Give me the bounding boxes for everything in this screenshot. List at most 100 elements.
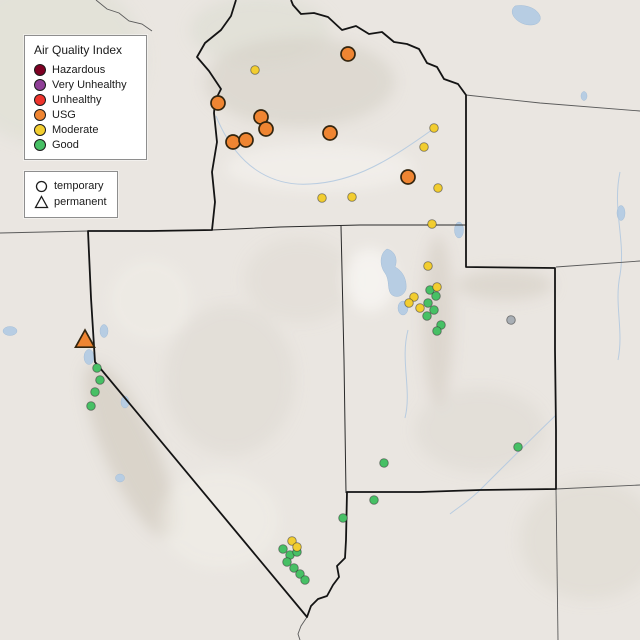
- border-idaho-south: [211, 224, 466, 231]
- lake-great-salt-lake: [380, 248, 407, 297]
- rivers: [215, 115, 623, 515]
- station-marker-usg[interactable]: [322, 125, 338, 141]
- aqi-legend-title: Air Quality Index: [34, 43, 123, 57]
- lake-bear-lake: [454, 221, 464, 239]
- aqi-swatch-icon: [34, 93, 46, 106]
- station-marker-good[interactable]: [369, 495, 379, 505]
- station-marker-moderate[interactable]: [419, 142, 429, 152]
- station-marker-good[interactable]: [289, 563, 299, 573]
- station-marker-good[interactable]: [432, 326, 442, 336]
- lake-left-edge: [2, 326, 18, 336]
- lake-flaming-gorge: [616, 205, 626, 221]
- border-colorado-newmexico: [555, 484, 640, 490]
- station-marker-usg[interactable]: [238, 132, 254, 148]
- station-marker-usg[interactable]: [400, 169, 416, 185]
- station-marker-moderate[interactable]: [427, 219, 437, 229]
- station-marker-moderate[interactable]: [404, 298, 414, 308]
- river-snake: [215, 115, 437, 185]
- station-marker-good[interactable]: [422, 311, 432, 321]
- station-type-label: permanent: [54, 196, 107, 208]
- aqi-legend-label: Hazardous: [52, 63, 106, 76]
- river-sevier: [404, 329, 409, 419]
- station-marker-good[interactable]: [423, 298, 433, 308]
- state-borders-interior: [211, 224, 466, 494]
- station-type-item-permanent: permanent: [34, 194, 107, 210]
- river-green: [617, 171, 623, 361]
- station-marker-usg[interactable]: [340, 46, 356, 62]
- station-marker-moderate[interactable]: [292, 542, 302, 552]
- station-marker-moderate[interactable]: [409, 292, 419, 302]
- temporary-circle-icon: [35, 180, 48, 192]
- aqi-legend-label: Good: [52, 138, 79, 151]
- aqi-swatch-icon: [34, 123, 46, 136]
- border-nevada-utah: [340, 225, 347, 494]
- station-marker-usg[interactable]: [225, 134, 241, 150]
- permanent-triangle-icon: [34, 194, 49, 208]
- station-marker-good[interactable]: [431, 291, 441, 301]
- lake-mono: [115, 473, 125, 483]
- station-marker-moderate[interactable]: [423, 261, 433, 271]
- border-california-arizona: [297, 616, 308, 640]
- station-marker-good[interactable]: [295, 569, 305, 579]
- aqi-legend-item-good: Good: [34, 137, 136, 152]
- station-marker-moderate[interactable]: [415, 303, 425, 313]
- station-marker-moderate[interactable]: [250, 65, 260, 75]
- station-marker-good[interactable]: [95, 375, 105, 385]
- border-montana-wyoming: [465, 94, 640, 112]
- aqi-legend-label: USG: [52, 108, 76, 121]
- aqi-swatch-icon: [34, 78, 46, 91]
- station-marker-good[interactable]: [429, 305, 439, 315]
- station-marker-moderate[interactable]: [347, 192, 357, 202]
- station-type-label: temporary: [54, 180, 104, 192]
- station-type-legend-items: temporary permanent: [34, 178, 107, 210]
- station-marker-good[interactable]: [300, 575, 310, 585]
- aqi-legend-item-hazardous: Hazardous: [34, 62, 136, 77]
- station-marker-moderate[interactable]: [317, 193, 327, 203]
- station-marker-good[interactable]: [282, 557, 292, 567]
- terrain-shading: [0, 0, 640, 600]
- water-features: [2, 5, 626, 483]
- station-marker-no_data[interactable]: [506, 315, 516, 325]
- permanent-station-marker[interactable]: [74, 328, 96, 349]
- station-markers-layer: [74, 46, 523, 585]
- station-marker-moderate[interactable]: [429, 123, 439, 133]
- station-marker-usg[interactable]: [210, 95, 226, 111]
- aqi-swatch-icon: [34, 108, 46, 121]
- aqi-legend-item-very-unhealthy: Very Unhealthy: [34, 77, 136, 92]
- station-marker-usg[interactable]: [258, 121, 274, 137]
- aqi-swatch-icon: [34, 63, 46, 76]
- station-marker-good[interactable]: [513, 442, 523, 452]
- border-washington-oregon: [95, 0, 153, 32]
- station-type-legend-panel: temporary permanent: [24, 171, 118, 218]
- station-marker-good[interactable]: [379, 458, 389, 468]
- station-marker-moderate[interactable]: [433, 183, 443, 193]
- lake-top-right: [511, 5, 541, 26]
- aqi-legend-label: Very Unhealthy: [52, 78, 127, 91]
- border-california-oregon: [0, 230, 89, 234]
- river-colorado: [449, 414, 557, 515]
- station-marker-good[interactable]: [86, 401, 96, 411]
- station-marker-good[interactable]: [90, 387, 100, 397]
- aqi-legend-items: Hazardous Very Unhealthy Unhealthy USG Moder…: [34, 62, 136, 152]
- station-marker-good[interactable]: [92, 363, 102, 373]
- border-arizona-newmexico: [555, 488, 559, 640]
- aqi-legend-label: Moderate: [52, 123, 99, 136]
- lake-tahoe: [83, 349, 95, 365]
- aqi-legend-panel: Air Quality Index Hazardous Very Unhealth…: [24, 35, 147, 160]
- lake-small-northeast: [580, 91, 588, 101]
- border-wyoming-colorado: [555, 260, 640, 268]
- region-outline-id-nv-ut: [87, 0, 557, 618]
- station-marker-moderate[interactable]: [432, 282, 442, 292]
- lake-pyramid: [99, 324, 109, 338]
- aqi-legend-item-usg: USG: [34, 107, 136, 122]
- aqi-legend-item-moderate: Moderate: [34, 122, 136, 137]
- station-marker-good[interactable]: [278, 544, 288, 554]
- station-marker-good[interactable]: [338, 513, 348, 523]
- station-type-item-temporary: temporary: [34, 178, 107, 194]
- aqi-legend-item-unhealthy: Unhealthy: [34, 92, 136, 107]
- station-marker-moderate[interactable]: [287, 536, 297, 546]
- aqi-legend-label: Unhealthy: [52, 93, 102, 106]
